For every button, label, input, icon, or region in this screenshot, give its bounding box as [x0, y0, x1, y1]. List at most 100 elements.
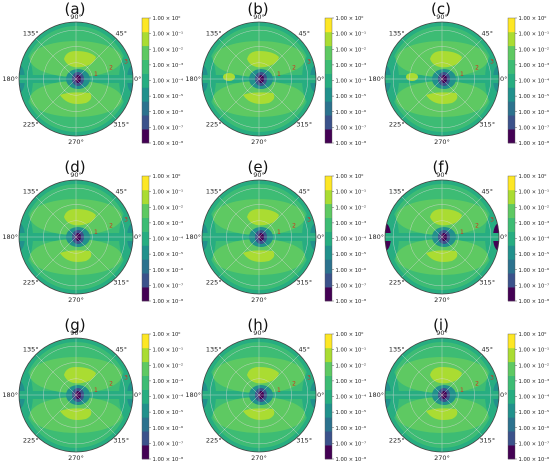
radial-tick-label: 3 [307, 374, 311, 381]
colorbar-tick-label: 1.00 × 10⁻⁴ [519, 79, 550, 85]
colorbar-segment [325, 231, 332, 246]
colorbar-tick-label: 1.00 × 10⁻⁶ [153, 268, 184, 274]
angle-tick-label: 315° [113, 436, 129, 444]
colorbar-segment [325, 18, 332, 33]
polar-frame [201, 21, 317, 137]
colorbar-tick-label: 1.00 × 10⁻⁷ [336, 441, 367, 447]
colorbar-segment [508, 59, 515, 74]
angle-tick-label: 180° [185, 233, 201, 241]
angle-tick-label: 135° [23, 188, 39, 196]
angle-tick-label: 180° [368, 75, 384, 83]
radial-tick-label: 3 [307, 58, 311, 65]
colorbar-segment [508, 334, 515, 349]
colorbar-tick-label: 1.00 × 10⁻⁶ [519, 426, 550, 432]
angle-tick-label: 45° [481, 30, 493, 38]
polar-frame [384, 21, 500, 137]
edge-core-left [19, 381, 25, 409]
colorbar-tick-label: 1.00 × 10⁰ [153, 174, 181, 180]
colorbar-segment [325, 245, 332, 260]
bright-patch-lower [243, 408, 275, 420]
angle-tick-label: 180° [368, 391, 384, 399]
colorbar-segment [508, 403, 515, 418]
colorbar-tick-label: 1.00 × 10⁻⁶ [519, 110, 550, 116]
colorbar-tick-label: 1.00 × 10⁻¹ [336, 32, 367, 38]
angular-gridline [35, 38, 77, 80]
colorbar-segment [508, 101, 515, 116]
colorbar-tick-label: 1.00 × 10⁻¹ [336, 190, 367, 196]
colorbar-segment [508, 31, 515, 47]
colorbar-tick-label: 1.00 × 10⁻⁴ [336, 395, 367, 401]
radial-tick-label: 3 [490, 216, 494, 223]
colorbar-tick-label: 1.00 × 10⁻³ [336, 379, 367, 385]
angular-gridline [258, 78, 300, 120]
angle-tick-label: 135° [206, 188, 222, 196]
polar-plot: 1 2 3 90° 45° 0° 315° 270° 225° 180° 135° 1.00 × 10… [368, 13, 550, 147]
colorbar-tick-label: 1.00 × 10⁻¹ [153, 348, 184, 354]
angle-tick-label: 135° [206, 30, 222, 38]
angle-tick-label: 270° [68, 138, 84, 146]
colorbar-segment [325, 189, 332, 205]
radial-tick-label: 1 [460, 229, 464, 236]
angular-gridline [258, 394, 300, 436]
colorbar-segment [142, 176, 149, 191]
colorbar-segment [508, 375, 515, 390]
colorbar-segment [142, 217, 149, 232]
angle-tick-label: 270° [251, 296, 267, 304]
colorbar-tick-label: 1.00 × 10⁻⁵ [519, 94, 550, 100]
edge-core-left [385, 223, 391, 251]
radial-tick-label: 2 [292, 381, 296, 388]
colorbar-tick-label: 1.00 × 10⁻⁸ [153, 141, 184, 147]
edge-core-left [385, 381, 391, 409]
angle-tick-label: 45° [481, 188, 493, 196]
radial-tick-label: 2 [109, 223, 113, 230]
panel-label: (i) [433, 316, 449, 334]
angle-tick-label: 0° [317, 391, 324, 399]
colorbar-segment [508, 217, 515, 232]
colorbar-segment [325, 287, 332, 302]
colorbar-tick-label: 1.00 × 10⁻⁴ [336, 237, 367, 243]
colorbar-tick-label: 1.00 × 10⁻¹ [153, 190, 184, 196]
colorbar-segment [508, 259, 515, 274]
angular-gridline [218, 78, 260, 120]
angular-gridline [401, 196, 443, 238]
colorbar-segment [325, 445, 332, 460]
colorbar-segment [142, 18, 149, 33]
colorbar-tick-label: 1.00 × 10⁻³ [519, 221, 550, 227]
colorbar-segment [508, 245, 515, 260]
colorbar-segment [508, 18, 515, 33]
colorbar-segment [142, 129, 149, 144]
colorbar-tick-label: 1.00 × 10⁻² [153, 363, 184, 369]
angle-tick-label: 180° [185, 391, 201, 399]
angular-gridline [35, 196, 77, 238]
colorbar-tick-label: 1.00 × 10⁻⁶ [153, 426, 184, 432]
polar-panel: (e) 1 2 3 90° 45° 0° 315° 270° 225° 180° 135° 1.00 ×… [183, 158, 366, 316]
colorbar-tick-label: 1.00 × 10⁻² [336, 205, 367, 211]
radial-tick-label: 3 [124, 58, 128, 65]
angular-gridline [258, 38, 300, 80]
colorbar-tick-label: 1.00 × 10⁻⁴ [153, 79, 184, 85]
colorbar-segment [142, 431, 149, 446]
colorbar-segment [142, 73, 149, 88]
colorbar-tick-label: 1.00 × 10⁻⁷ [519, 441, 550, 447]
colorbar-segment [325, 129, 332, 144]
edge-lobe-right [302, 207, 316, 267]
radial-tick-label: 1 [460, 71, 464, 78]
radial-tick-label: 3 [490, 58, 494, 65]
polar-frame [384, 337, 500, 453]
polar-plot: 1 2 3 90° 45° 0° 315° 270° 225° 180° 135° 1.00 × 10… [368, 171, 550, 305]
angle-tick-label: 315° [113, 120, 129, 128]
colorbar-tick-label: 1.00 × 10⁻¹ [519, 32, 550, 38]
angular-gridline [75, 236, 117, 278]
angle-tick-label: 270° [251, 138, 267, 146]
colorbar-tick-label: 1.00 × 10⁰ [519, 174, 547, 180]
colorbar-segment [325, 203, 332, 218]
colorbar-segment [142, 59, 149, 74]
radial-tick-label: 3 [124, 216, 128, 223]
colorbar-tick-label: 1.00 × 10⁻⁸ [519, 457, 550, 463]
angle-tick-label: 225° [206, 278, 222, 286]
bright-patch-lower [243, 250, 275, 262]
colorbar-tick-label: 1.00 × 10⁻⁵ [153, 410, 184, 416]
radial-tick-label: 3 [307, 216, 311, 223]
angle-tick-label: 135° [389, 30, 405, 38]
colorbar-segment [142, 203, 149, 218]
